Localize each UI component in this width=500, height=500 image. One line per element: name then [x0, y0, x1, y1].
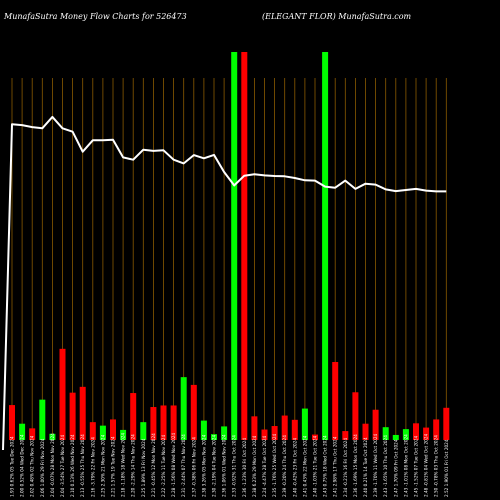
x-tick-label: 2.33 -0.92% 31 Thu Oct 2024 — [232, 435, 237, 497]
x-tick-label: 2.45 -1.52% 07 Tue Oct 2024 — [414, 435, 419, 497]
money-flow-bars — [9, 52, 450, 440]
x-tick-label: 2.24 -4.47% 28 Tue Oct 2024 — [262, 435, 267, 497]
chart-title-right: (ELEGANT FLOR) MunafaSutra.com — [262, 12, 412, 21]
money-flow-bar — [261, 429, 268, 440]
money-flow-bar — [352, 392, 359, 440]
money-flow-bar — [49, 433, 56, 440]
price-line — [2, 115, 447, 451]
money-flow-bar — [402, 429, 409, 440]
x-tick-label: 2.18 -1.18% 18 Wed Nov 2024 — [121, 433, 126, 497]
x-tick-label: 2.36 1.06% 01 Wed Nov 2024 — [222, 434, 227, 497]
money-flow-bar — [200, 420, 207, 440]
money-flow-bar — [69, 392, 76, 440]
money-flow-bar — [120, 429, 127, 440]
money-flow-bar — [281, 415, 288, 440]
x-tick-label: 2.20 -2.29% 14 Thu Nov 2024 — [131, 434, 136, 497]
money-flow-bar — [160, 405, 167, 440]
x-tick-label: 2.06 1.00% 29 Fri Nov 2024 — [40, 438, 45, 497]
x-tick-label: 2.04 -3.54% 27 Tue Nov 2024 — [60, 435, 65, 497]
x-tick-label: 2.13 -0.55% 25 Thu Nov 2024 — [80, 434, 85, 497]
money-flow-bar — [89, 422, 96, 440]
money-flow-bar — [170, 405, 177, 440]
x-tick-label: 2.47 1.70% 09 Fri Oct 2024 — [393, 439, 398, 497]
x-tick-label: 2.36 -1.69% 15 Mon Oct 2024 — [353, 434, 358, 497]
money-flow-bar — [241, 52, 248, 440]
money-flow-bar — [433, 419, 440, 440]
x-tick-label: 2.25 1.89% 13 Fri Nov 2024 — [141, 438, 146, 497]
money-flow-bar — [190, 384, 197, 440]
x-tick-label: 2.43 -1.01% 08 Mon Oct 2024 — [403, 434, 408, 497]
x-tick-label: 2.00 0.52% 04 Wed Dec 2024 — [20, 434, 25, 497]
money-flow-bar — [39, 399, 46, 440]
price-line-layer — [2, 115, 447, 451]
x-tick-labels: 1.93 0.62% 05 Tue Dec 2024 2.00 0.52% 04 … — [10, 433, 449, 497]
x-tick-label: 2.37 -0.38% 06 Fri Nov 2024 — [191, 437, 196, 497]
money-flow-bar — [332, 362, 339, 440]
x-tick-label: 2.25 2.30% 21 Mon Nov 2024 — [100, 434, 105, 497]
x-tick-label: 2.41 2.98% 17 Thu Oct 2024 — [333, 436, 338, 497]
money-flow-bar — [423, 427, 430, 440]
money-flow-bar — [251, 416, 258, 440]
money-flow-bar — [372, 409, 379, 440]
x-tick-label: 2.02 0.48% 02 Thu Nov 2024 — [30, 435, 35, 497]
money-flow-bar — [291, 419, 298, 440]
x-tick-label: 2.04 -0.07% 28 Mon Nov 2024 — [50, 433, 55, 497]
money-flow-bar — [392, 434, 399, 440]
x-tick-label: 2.40 0.21% 14 Tue Oct 2024 — [363, 437, 368, 497]
money-flow-bar — [110, 419, 116, 440]
x-tick-label: 2.48 -0.81% 04 Wed Oct 2024 — [424, 434, 429, 497]
x-tick-label: 2.38 6.23% 29 Mon Oct 2024 — [252, 435, 257, 497]
x-tick-label: 2.52 1.90% 01 Fri Oct 2024 — [444, 439, 449, 497]
money-flow-bar — [312, 434, 318, 440]
x-tick-label: 1.93 0.62% 05 Tue Dec 2024 — [10, 436, 15, 497]
money-flow-bar — [301, 408, 308, 440]
money-flow-bar — [130, 393, 137, 440]
money-flow-bar — [180, 377, 187, 440]
x-tick-label: 2.30 -2.19% 04 Tue Nov 2024 — [212, 435, 217, 497]
x-tick-label: 2.22 -2.25% 11 Tue Nov 2024 — [161, 435, 166, 497]
x-tick-label: 2.21 -0.45% 12 Mon Nov 2024 — [151, 433, 156, 497]
x-tick-label: 2.21 1.57% 19 Tue Nov 2024 — [111, 436, 116, 497]
x-tick-label: 2.43 -1.65% 10 Thu Oct 2024 — [383, 435, 388, 497]
x-tick-label: 2.39 -1.70% 11 Wed Oct 2024 — [373, 434, 378, 497]
x-tick-label: 2.40 -1.03% 21 Tue Oct 2024 — [313, 435, 318, 497]
money-flow-bar — [221, 426, 228, 440]
money-flow-bar — [150, 407, 157, 440]
x-tick-label: 2.10 0.13% 26 Wed Nov 2024 — [70, 434, 75, 497]
money-flow-bar — [382, 427, 389, 440]
money-flow-bar — [140, 422, 147, 440]
money-flow-bar — [99, 425, 106, 440]
grid-lines — [11, 78, 447, 440]
x-tick-label: 2.35 -1.76% 25 Wed Oct 2024 — [272, 434, 277, 497]
money-flow-bar — [413, 423, 419, 440]
money-flow-bar — [443, 407, 450, 440]
money-flow-bar — [231, 52, 238, 440]
money-flow-bar — [9, 405, 15, 440]
money-flow-bar — [211, 434, 217, 440]
money-flow-bar — [271, 426, 278, 440]
money-flow-bar — [79, 386, 86, 440]
x-tick-label: 2.39 -0.20% 24 Thu Oct 2024 — [282, 435, 287, 497]
x-tick-label: 2.43 0.75% 18 Wed Oct 2024 — [323, 435, 328, 497]
money-flow-bar — [342, 431, 349, 440]
money-flow-bar — [59, 348, 66, 440]
x-tick-label: 2.31 -2.44% 07 Thu Nov 2024 — [181, 434, 186, 497]
x-tick-label: 2.34 -0.21% 16 Fri Oct 2024 — [343, 438, 348, 497]
money-flow-bar — [29, 428, 36, 440]
chart-title-left: MunafaSutra Money Flow Charts for 526473 — [3, 12, 187, 21]
x-tick-label: 2.50 -0.78% 03 Thu Oct 2024 — [434, 435, 439, 497]
money-flow-bar — [19, 423, 26, 440]
x-tick-label: 2.16 -3.79% 22 Fri Nov 2024 — [90, 437, 95, 497]
x-tick-label: 2.36 -1.23% 30 Fri Oct 2024 — [242, 438, 247, 497]
money-flow-bar — [362, 423, 369, 440]
x-tick-label: 2.38 3.26% 05 Mon Nov 2024 — [201, 434, 206, 497]
x-tick-label: 2.28 -1.56% 08 Wed Nov 2024 — [171, 433, 176, 497]
x-tick-label: 2.41 0.43% 22 Mon Oct 2024 — [302, 435, 307, 497]
money-flow-bar — [322, 52, 329, 440]
x-tick-label: 2.40 -0.42% 23 Fri Oct 2024 — [292, 438, 297, 497]
